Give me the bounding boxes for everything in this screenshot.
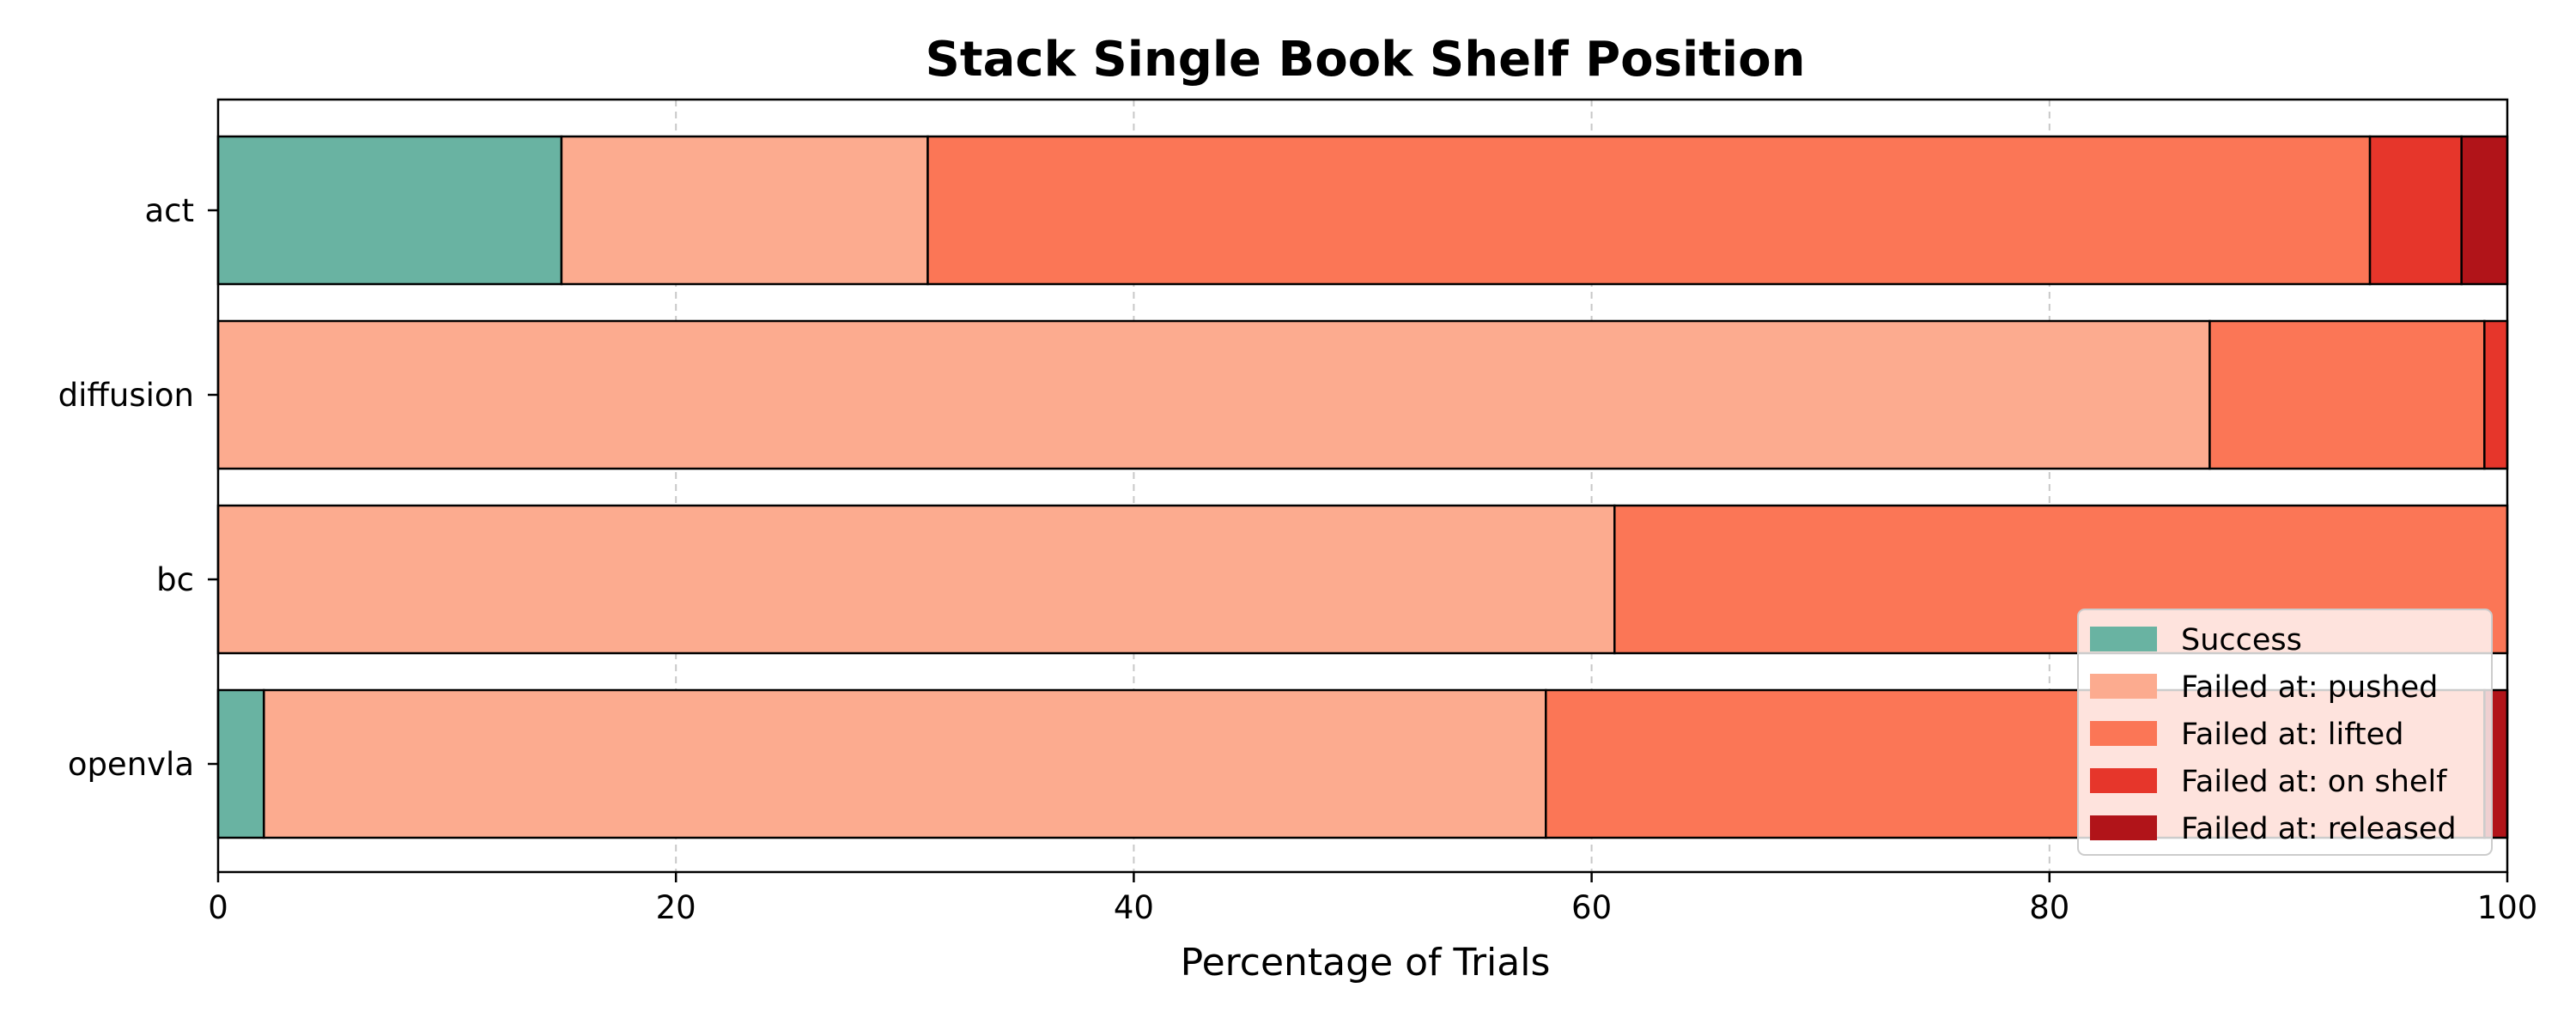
legend-swatch-4 [2090,815,2157,840]
y-tick-label-diffusion: diffusion [58,377,194,414]
legend-swatch-0 [2090,627,2157,651]
bar-act-segment-1 [560,135,929,286]
legend-swatch-2 [2090,721,2157,746]
legend: Success Failed at: pushed Failed at: lifte… [2077,609,2493,856]
bar-diffusion-segment-3 [2483,319,2509,470]
bar-act-segment-3 [2368,135,2463,286]
legend-swatch-1 [2090,674,2157,699]
y-axis: act diffusion bc openvla [58,192,218,783]
x-tick-label: 100 [2477,889,2538,926]
legend-label-2: Failed at: lifted [2181,718,2403,752]
x-tick-label: 80 [2029,889,2069,926]
legend-label-0: Success [2181,623,2302,657]
legend-swatch-3 [2090,768,2157,793]
bar-act-segment-4 [2460,135,2509,286]
bar-openvla-segment-0 [216,688,265,839]
chart-title: Stack Single Book Shelf Position [926,32,1806,88]
legend-label-1: Failed at: pushed [2181,670,2438,705]
y-tick-label-openvla: openvla [68,746,194,783]
legend-label-3: Failed at: on shelf [2181,765,2447,799]
y-tick-label-bc: bc [156,561,194,598]
plot-frame [216,98,2509,874]
x-tick-label: 20 [656,889,696,926]
bar-act-segment-2 [927,135,2372,286]
x-tick-label: 60 [1571,889,1612,926]
x-tick-label: 40 [1114,889,1154,926]
bar-act-segment-0 [216,135,563,286]
y-tick-label-act: act [144,192,194,229]
x-tick-label: 0 [208,889,228,926]
x-axis: 0 20 40 60 80 100 [208,872,2537,926]
x-axis-label: Percentage of Trials [1181,941,1551,985]
legend-box [2077,609,2493,856]
legend-label-4: Failed at: released [2181,812,2457,846]
bar-bc-segment-1 [216,504,1616,655]
bar-diffusion-segment-2 [2208,319,2486,470]
bar-diffusion-segment-1 [216,319,2211,470]
bar-openvla-segment-1 [263,688,1547,839]
